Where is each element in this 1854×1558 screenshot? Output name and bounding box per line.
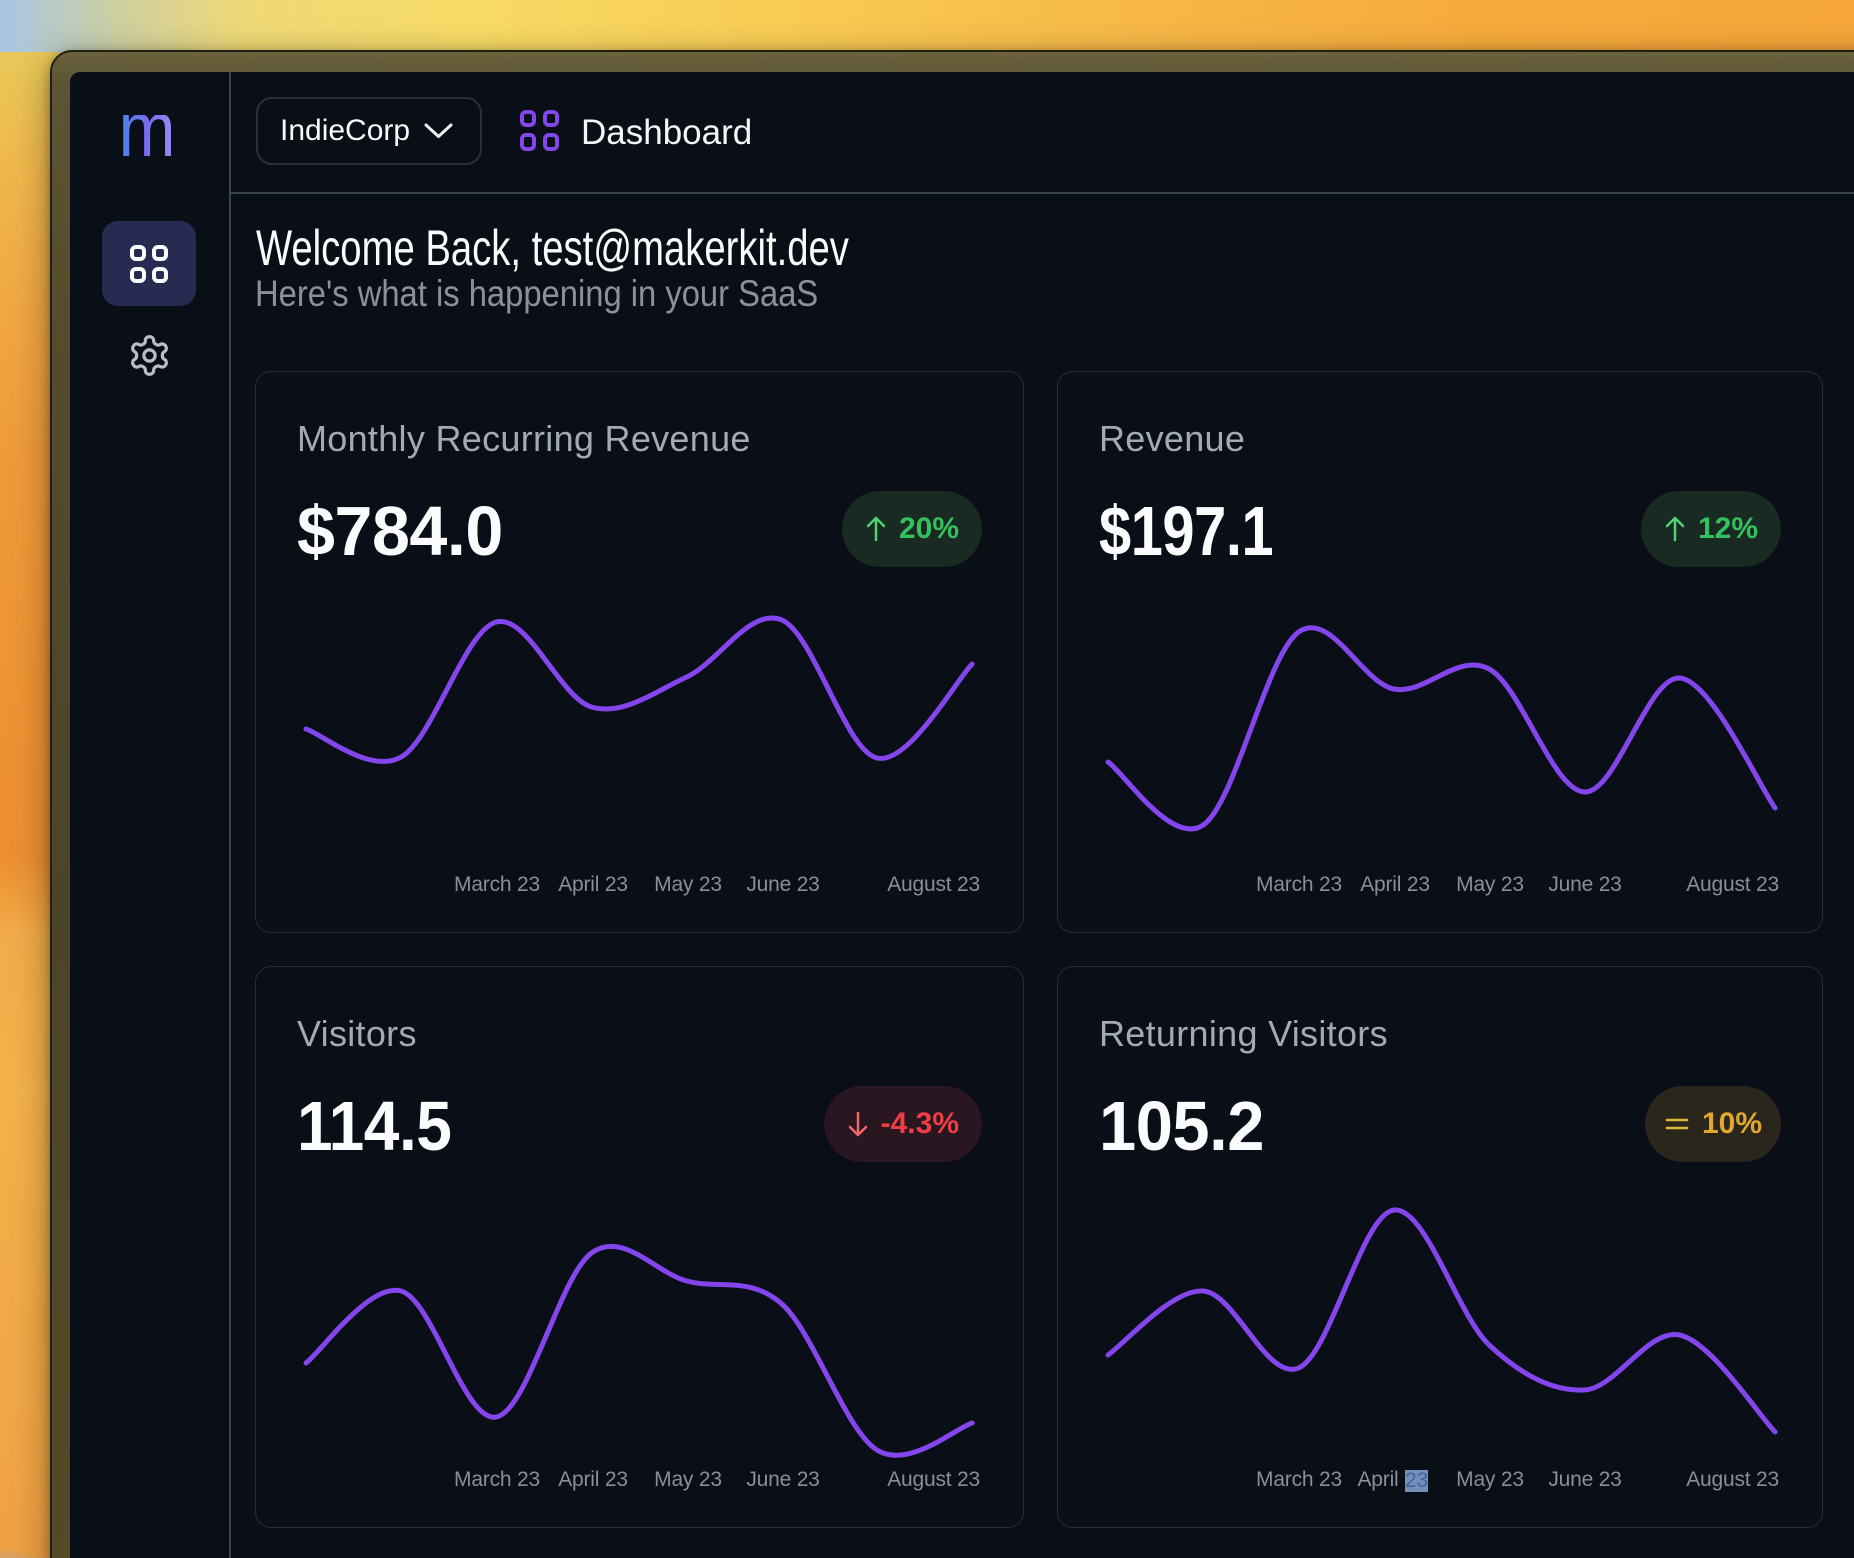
svg-text:m: m bbox=[119, 115, 176, 161]
